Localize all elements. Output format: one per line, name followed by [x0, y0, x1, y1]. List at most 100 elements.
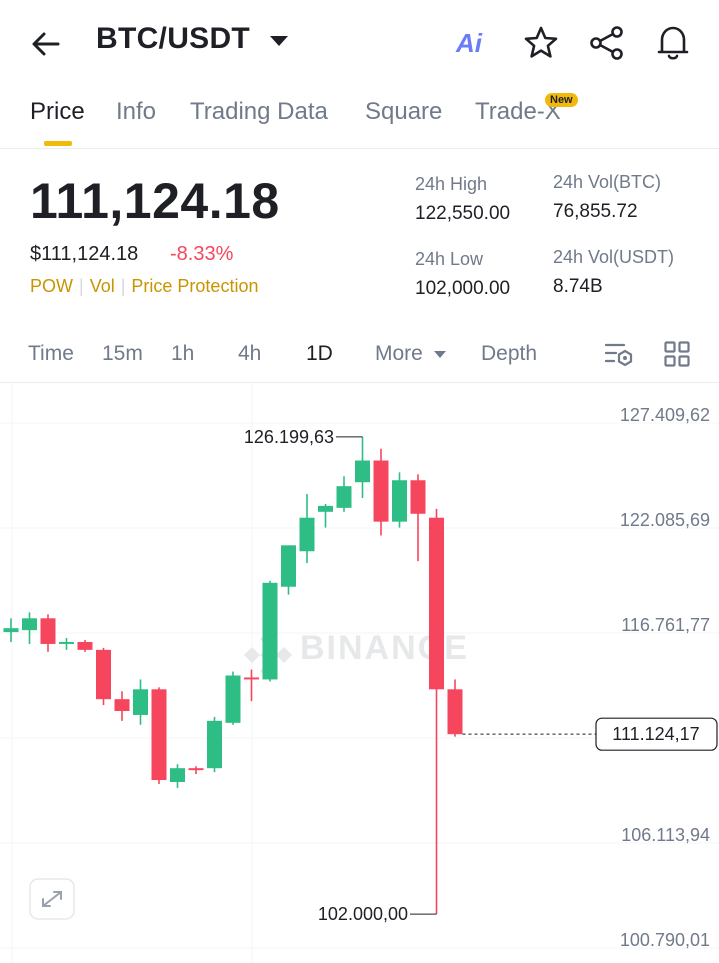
divider: [0, 382, 719, 383]
candle-body: [299, 517, 315, 552]
low-value: 102,000.00: [415, 278, 511, 299]
fiat-price: $111,124.18: [30, 243, 139, 265]
pair-title[interactable]: BTC/USDT: [96, 22, 251, 55]
pair-dropdown-icon[interactable]: [270, 36, 288, 46]
tab-trading-data[interactable]: Trading Data: [190, 98, 328, 125]
candle: [447, 679, 463, 737]
candles: [3, 436, 463, 915]
favorite-star-icon[interactable]: [522, 24, 560, 62]
candle-body: [40, 618, 56, 644]
candle: [207, 716, 222, 773]
candle: [355, 436, 370, 498]
y-tick-label: 106.113,94: [621, 825, 710, 845]
candle: [114, 691, 130, 721]
chart-settings-icon[interactable]: [604, 340, 634, 368]
more-dropdown-icon[interactable]: [434, 351, 446, 358]
tag-price-protection[interactable]: Price Protection: [131, 276, 259, 296]
interval-more[interactable]: More: [375, 342, 423, 365]
candle: [151, 687, 167, 784]
share-icon[interactable]: [588, 24, 626, 62]
candle: [77, 639, 93, 652]
top-bar: BTC/USDT Ai: [0, 0, 719, 86]
candle: [170, 764, 185, 788]
candle-body: [207, 720, 222, 769]
interval-1d[interactable]: 1D: [306, 342, 333, 365]
interval-time[interactable]: Time: [28, 342, 74, 365]
candle: [133, 679, 148, 725]
tab-price[interactable]: Price: [30, 98, 85, 125]
tab-square[interactable]: Square: [365, 98, 443, 125]
candle: [373, 448, 389, 536]
candle-body: [392, 480, 407, 522]
alert-bell-icon[interactable]: [654, 22, 692, 62]
grid-lines: [0, 383, 719, 963]
candle: [59, 638, 74, 650]
high-annotation: 126.199,63: [244, 427, 334, 447]
divider: [0, 148, 719, 149]
low-annotation: 102.000,00: [318, 904, 408, 924]
interval-depth[interactable]: Depth: [481, 342, 538, 365]
tab-active-indicator: [44, 141, 72, 146]
candle-body: [133, 689, 148, 715]
tab-info[interactable]: Info: [116, 98, 157, 125]
candle-body: [429, 517, 444, 690]
candle-body: [244, 677, 259, 680]
high-label: 24h High: [415, 174, 488, 194]
y-tick-label: 100.790,01: [620, 930, 710, 950]
candle: [262, 580, 278, 682]
high-value: 122,550.00: [415, 203, 511, 224]
candle: [281, 545, 296, 595]
candle-body: [114, 699, 130, 711]
candle-body: [355, 460, 370, 483]
tag-row: POW | Vol | Price Protection: [30, 276, 259, 296]
vol-btc-label: 24h Vol(BTC): [553, 172, 662, 192]
candle-body: [22, 618, 37, 631]
expand-chart-button[interactable]: [29, 878, 75, 920]
candle-body: [151, 689, 167, 781]
annotations: 126.199,63 102.000,00 111.124,17: [244, 427, 718, 924]
candle-body: [336, 486, 352, 508]
new-badge: New: [545, 93, 578, 107]
candle-body: [225, 675, 241, 723]
vol-usdt-label: 24h Vol(USDT): [553, 247, 675, 267]
last-price-label: 111.124,17: [612, 724, 699, 744]
candle: [3, 618, 19, 642]
candle-body: [410, 480, 426, 514]
candle: [429, 508, 444, 915]
candle: [318, 503, 333, 528]
y-tick-label: 122.085,69: [620, 510, 710, 530]
interval-1h[interactable]: 1h: [171, 342, 195, 365]
candle: [22, 612, 37, 644]
candle: [244, 669, 259, 702]
candle: [188, 766, 204, 775]
interval-4h[interactable]: 4h: [238, 342, 262, 365]
candle: [225, 671, 241, 725]
expand-icon[interactable]: [42, 891, 62, 907]
candle: [336, 476, 352, 512]
candlestick-chart[interactable]: BINANCE 127.409,62122.085,69116.761,7711…: [0, 383, 719, 963]
last-price-box: [595, 717, 718, 751]
ai-icon[interactable]: Ai: [456, 28, 482, 58]
candle-body: [96, 649, 111, 700]
candle-body: [170, 768, 185, 782]
candle: [299, 494, 315, 564]
candle-body: [318, 505, 333, 512]
interval-15m[interactable]: 15m: [102, 342, 143, 365]
candle-body: [447, 689, 463, 735]
candle: [392, 472, 407, 528]
tag-pow[interactable]: POW: [30, 276, 73, 296]
candle-body: [188, 768, 204, 771]
candle: [410, 474, 426, 562]
candle-body: [262, 582, 278, 680]
back-arrow-icon[interactable]: [26, 24, 66, 64]
candle: [40, 614, 56, 652]
candle: [96, 647, 111, 706]
candle-body: [59, 641, 74, 644]
candle-body: [373, 460, 389, 522]
y-axis: 127.409,62122.085,69116.761,77111.437,86…: [620, 405, 710, 950]
vol-btc-value: 76,855.72: [553, 201, 638, 222]
y-tick-label: 116.761,77: [621, 615, 710, 635]
tag-vol[interactable]: Vol: [89, 276, 115, 296]
layout-grid-icon[interactable]: [664, 341, 690, 367]
low-label: 24h Low: [415, 249, 484, 269]
